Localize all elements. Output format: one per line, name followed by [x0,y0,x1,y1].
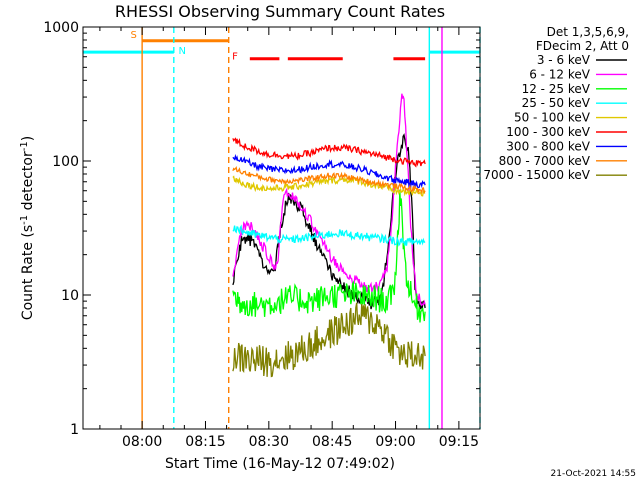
legend-label-7: 300 - 800 keV [506,139,590,153]
instrument-state-layer: S N F [83,27,481,429]
x-tick-label-3: 08:30 [249,434,289,450]
x-tick-label-6: 09:15 [439,434,479,450]
y-tick-label-2: 10 [61,288,79,304]
x-tick-label-4: 08:45 [312,434,352,450]
x-tick-label-2: 08:15 [185,434,225,450]
series-line-8 [232,166,426,195]
series-layer [232,93,426,378]
state-marker-f: F [232,52,238,63]
plot-frame [82,26,481,430]
x-tick-label-1: 08:00 [122,434,162,450]
series-line-4 [232,224,426,247]
legend: Det 1,3,5,6,9, FDecim 2, Att 0 3 - 6 keV… [483,25,629,182]
y-tick-label-1: 1 [70,422,79,438]
y-axis-label: Count Rate (s-1 detector-1) [19,136,36,320]
axis-layer: 08:00 08:15 08:30 08:45 09:00 09:15 1 10 100 1000 [43,20,481,450]
x-axis-label: Start Time (16-May-12 07:49:02) [165,456,395,472]
y-tick-label-3: 100 [52,154,79,170]
series-line-2 [232,93,426,307]
generation-timestamp: 21-Oct-2021 14:55 [551,469,636,479]
legend-label-6: 100 - 300 keV [506,125,590,139]
series-line-3 [232,189,426,323]
legend-label-9: 7000 - 15000 keV [483,168,590,182]
state-marker-s: S [131,30,137,41]
series-line-7 [232,153,426,189]
x-tick-label-5: 09:00 [375,434,415,450]
legend-label-3: 12 - 25 keV [522,82,591,96]
legend-label-5: 50 - 100 keV [514,111,591,125]
chart-title: RHESSI Observing Summary Count Rates [115,2,445,21]
legend-label-1: 3 - 6 keV [537,53,591,67]
legend-detectors: Det 1,3,5,6,9, [547,25,629,39]
state-marker-n: N [179,46,186,57]
series-line-9 [232,302,426,378]
legend-label-8: 800 - 7000 keV [499,154,591,168]
series-line-6 [232,137,426,168]
y-tick-label-4: 1000 [43,20,79,36]
legend-decimation: FDecim 2, Att 0 [536,39,629,53]
legend-label-4: 25 - 50 keV [522,96,591,110]
legend-label-2: 6 - 12 keV [529,67,591,81]
